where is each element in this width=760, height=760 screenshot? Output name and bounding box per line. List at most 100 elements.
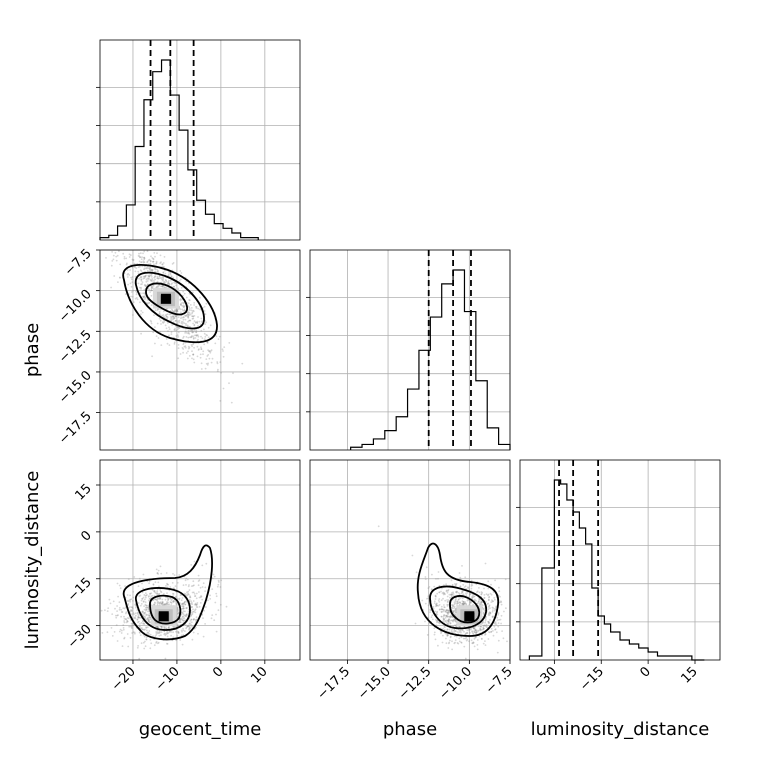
scatter-point [123,607,126,610]
scatter-point [141,311,144,314]
scatter-point [168,326,170,329]
scatter-point [197,307,200,310]
scatter-point [192,353,195,356]
contour-outer [122,544,213,641]
scatter-point [198,579,201,582]
scatter-point [193,324,196,326]
scatter-point [176,581,179,584]
scatter-point [186,578,189,581]
scatter-point [480,629,482,631]
scatter-point [170,631,173,633]
scatter-point [196,345,199,348]
scatter-point [454,620,456,622]
scatter-point [177,336,180,338]
scatter-point [139,594,142,597]
scatter-point [154,598,157,601]
scatter-point [187,329,190,332]
scatter-point [116,582,119,585]
scatter-point [180,611,183,614]
scatter-point [179,353,182,355]
scatter-point [478,591,481,594]
scatter-point [490,583,492,586]
scatter-point [475,631,478,634]
scatter-point [165,633,168,636]
scatter-point [167,603,169,606]
scatter-point [219,603,222,606]
scatter-point [197,580,200,582]
scatter-point [480,603,483,606]
scatter-point [182,306,185,308]
scatter-point [203,609,206,612]
scatter-point [167,632,170,634]
scatter-point [157,569,160,572]
scatter-point [177,308,180,310]
scatter-point [504,578,507,581]
scatter-point [191,311,194,314]
hist-bar [620,640,629,660]
scatter-point [454,619,457,622]
scatter-point [131,609,133,612]
scatter-point [154,309,157,312]
scatter-point [151,269,154,272]
scatter-point [176,608,179,610]
scatter-point [219,361,222,363]
scatter-point [170,634,173,637]
scatter-point [110,627,113,629]
scatter-point [120,608,123,611]
scatter-point [140,261,142,264]
scatter-point [138,616,140,619]
scatter-point [447,620,450,623]
scatter-point [126,620,129,623]
scatter-point [166,627,168,630]
scatter-point [149,647,152,650]
scatter-point [158,312,161,315]
scatter-point [149,592,152,595]
scatter-point [488,605,491,607]
scatter-point [186,594,189,596]
contour-middle [429,585,487,630]
scatter-point [166,601,168,603]
scatter-point [455,582,458,585]
scatter-point [195,616,198,619]
scatter-point [464,576,467,579]
scatter-point [454,611,457,614]
scatter-point [475,636,478,638]
scatter-point [177,630,180,633]
scatter-point [130,295,133,298]
scatter-point [156,590,159,593]
scatter-point [474,598,476,601]
scatter-point [160,591,163,594]
scatter-point [468,628,470,630]
scatter-point [179,298,182,300]
scatter-point [184,623,187,626]
scatter-point [161,276,164,278]
scatter-point [171,598,173,600]
scatter-point [145,629,148,632]
scatter-point [432,607,435,610]
scatter-point [140,310,143,312]
scatter-point [432,606,435,608]
scatter-point [451,619,454,622]
scatter-point [150,276,153,278]
scatter-point [126,600,129,602]
scatter-point [184,318,187,321]
scatter-point [449,615,451,618]
scatter-point [172,631,175,634]
scatter-point [139,301,141,304]
scatter-point [181,305,184,307]
scatter-point [452,616,454,619]
scatter-point [452,610,455,612]
scatter-point [182,602,185,605]
scatter-point [153,590,156,593]
scatter-point [469,600,472,603]
scatter-point [153,276,156,279]
scatter-point [167,626,170,629]
scatter-point [164,281,167,284]
scatter-point [453,630,456,633]
scatter-point [189,595,191,597]
scatter-point [496,616,499,619]
scatter-point [143,608,146,611]
scatter-point [454,608,457,610]
scatter-point [179,270,182,272]
scatter-point [178,319,181,322]
